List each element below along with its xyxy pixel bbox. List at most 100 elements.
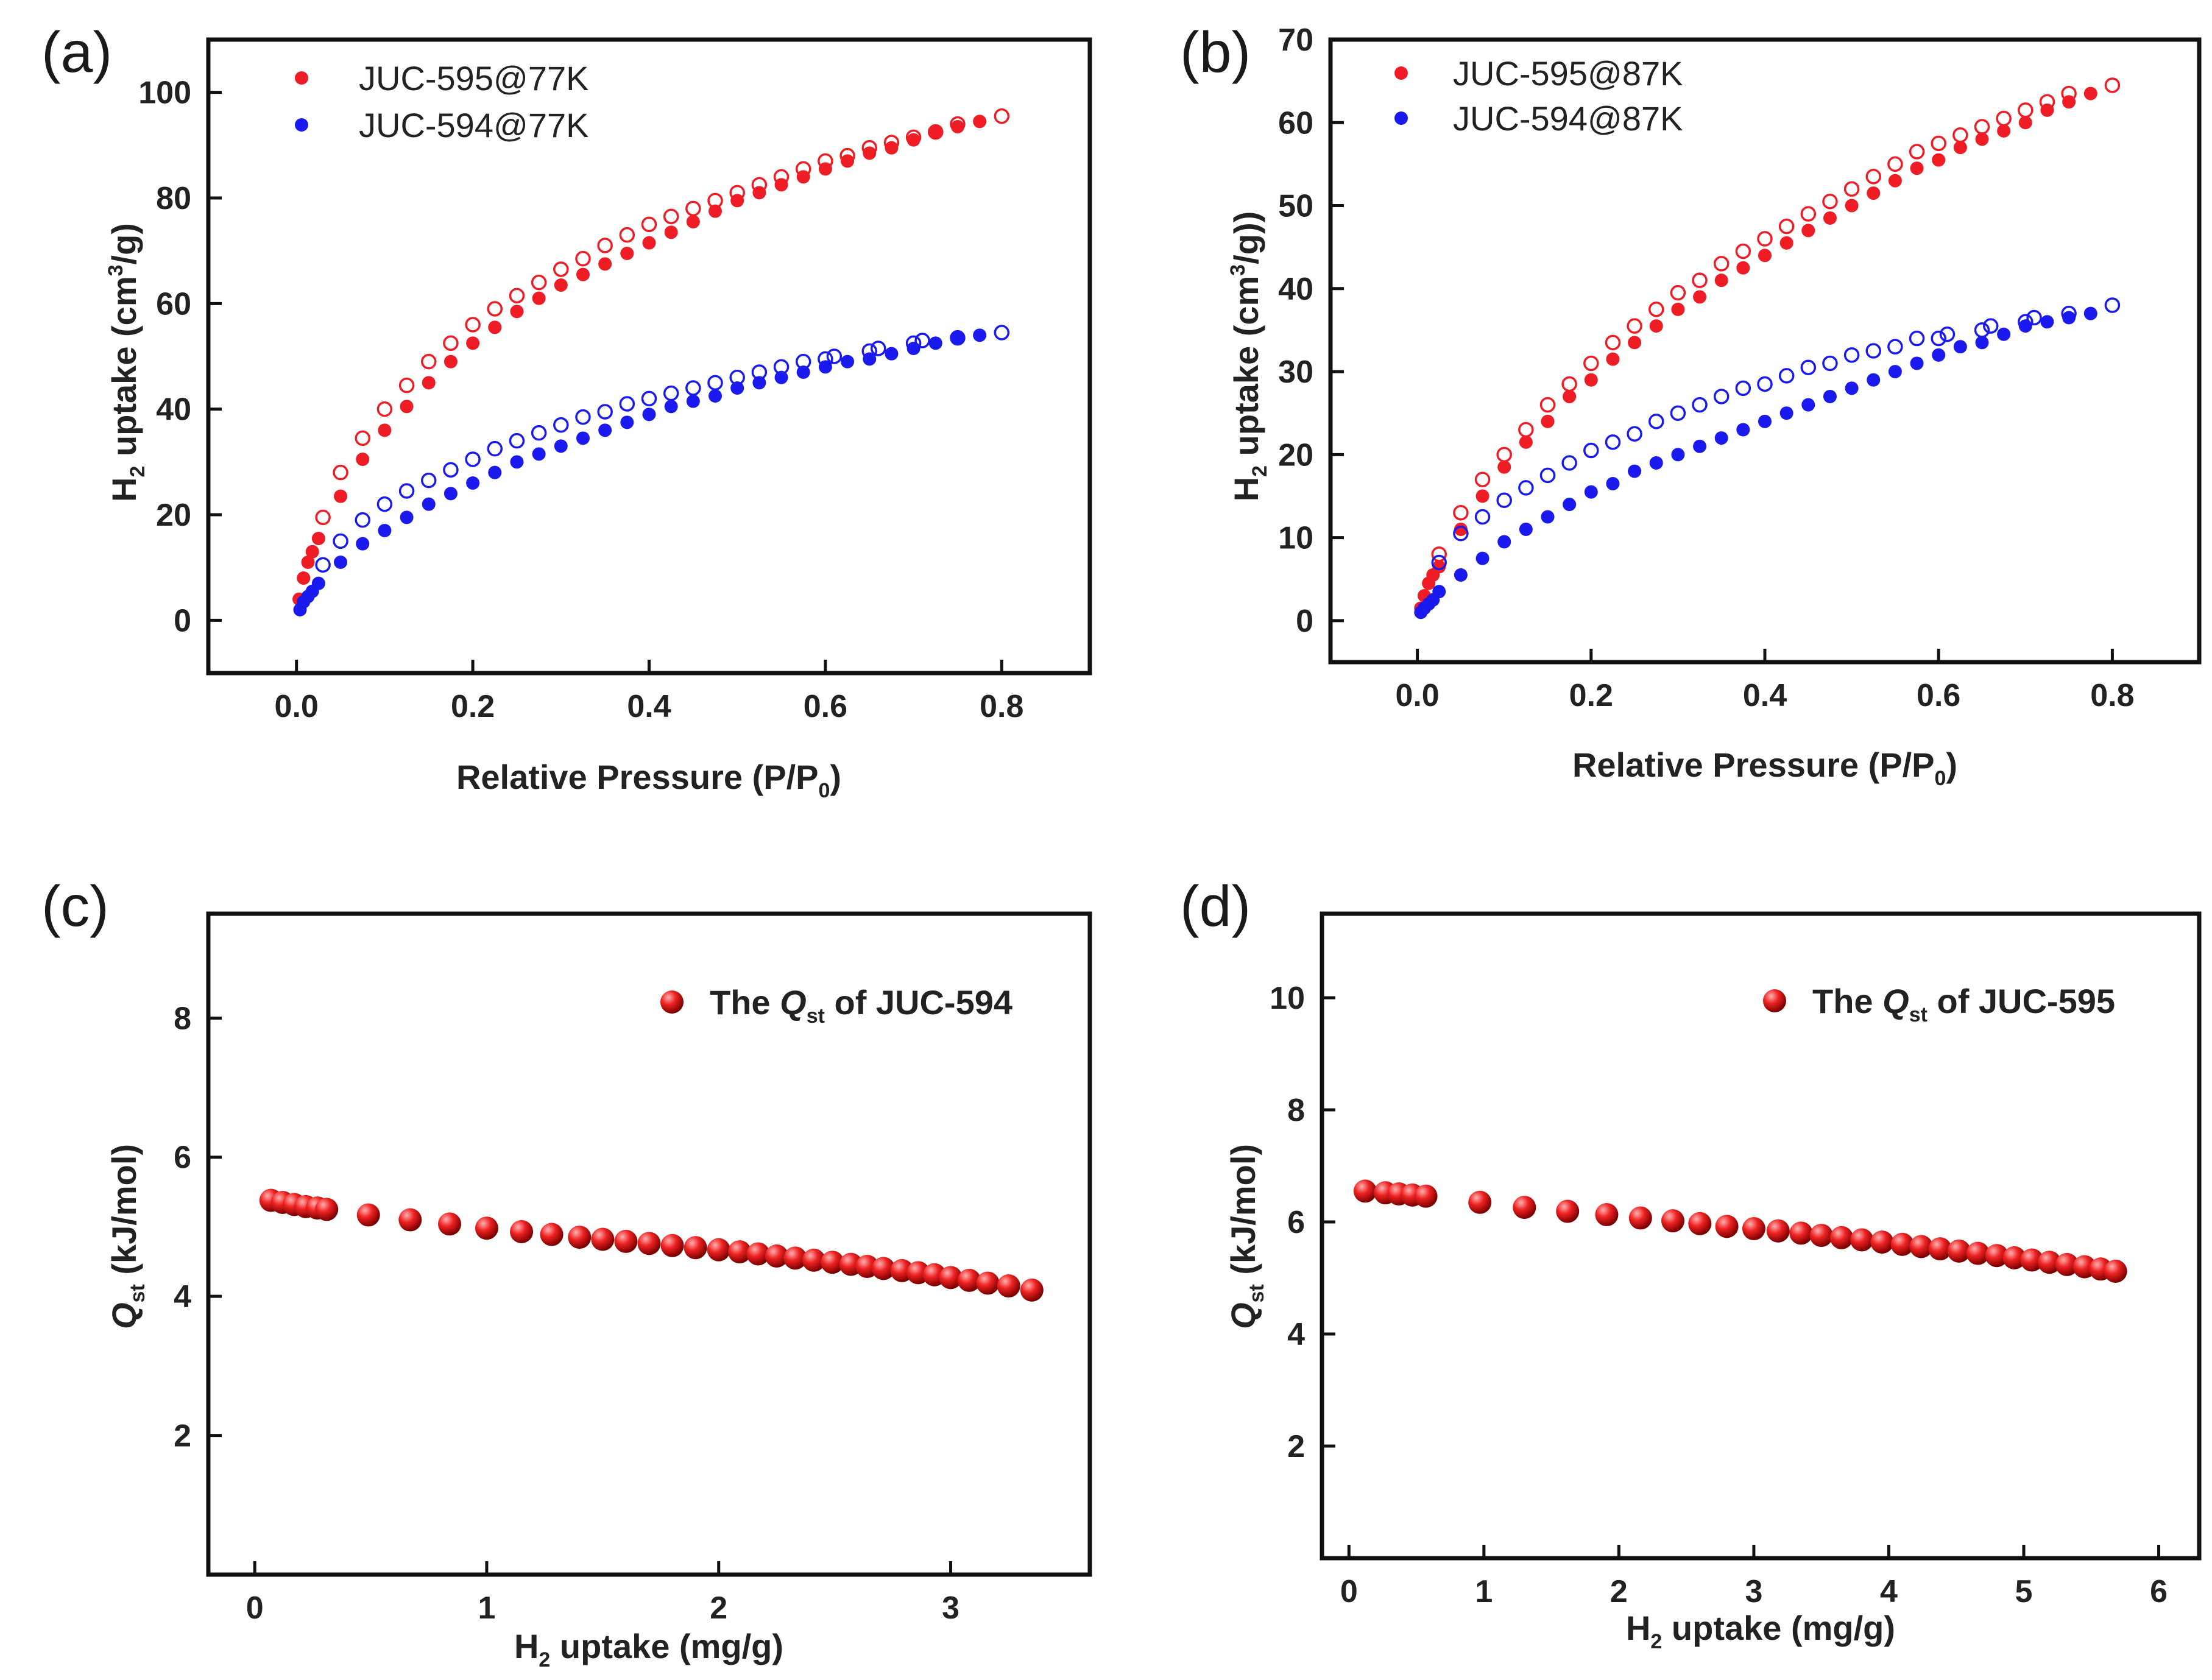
data-point-b-s1-26 [1996,110,2012,127]
data-point-a-s2-32 [928,336,942,350]
data-point-a-s2-23 [730,381,744,395]
data-point-a-s0-11 [466,336,480,350]
chart-panel-c: 0 1 2 3 2 4 6 8 H2 uptake (mg/g) Qst (kJ/mol) T… [105,911,1092,1671]
data-point-a-s0-30 [885,141,899,155]
data-point-c-s0-35 [1020,1278,1044,1302]
data-point-b-s2-17 [1714,431,1728,445]
data-point-a-s0-29 [863,146,877,160]
data-point-c-s0-12 [568,1226,592,1249]
data-point-a-s1-14 [619,227,635,243]
legend-marker-juc-595-87k [1394,66,1408,80]
data-point-b-s3-20 [1865,343,1881,359]
legend-label-qst-juc-594: The Qst of JUC-594 [710,983,1012,1028]
data-point-b-s0-25 [1888,174,1902,188]
data-point-b-s2-13 [1628,464,1642,478]
data-point-b-s0-12 [1606,352,1620,366]
data-point-a-s1-1 [333,464,348,481]
data-point-a-s2-26 [796,365,810,379]
data-point-d-s0-17 [1829,1226,1853,1249]
data-point-a-s2-19 [642,408,656,422]
data-point-d-s0-7 [1556,1199,1580,1223]
data-point-d-s0-20 [1890,1232,1914,1256]
data-point-a-s2-8 [400,510,414,524]
data-point-b-s2-7 [1497,535,1511,549]
axes-frame-a [206,37,1092,676]
data-point-c-s0-13 [591,1227,615,1251]
y-tick-label-d-3: 8 [1287,1093,1305,1128]
data-point-d-s0-32 [2104,1259,2127,1283]
data-point-a-s0-21 [686,215,700,228]
data-point-c-s0-22 [783,1246,807,1270]
x-axis-label-b: Relative Pressure (P/P0) [1572,746,1957,790]
data-point-b-s0-29 [1975,132,1989,146]
data-point-a-s1-12 [575,250,591,267]
data-point-b-s0-10 [1563,389,1577,403]
data-point-b-s1-8 [1605,334,1621,351]
x-tick-label-b-1: 0.2 [1569,678,1613,713]
x-tick-label-c-1: 1 [478,1590,495,1626]
data-point-b-s3-18 [1822,355,1838,372]
data-point-b-s0-34 [2083,86,2097,101]
data-point-a-s0-14 [532,291,546,305]
panel-label-a: (a) [41,20,112,85]
data-point-d-s0-19 [1870,1230,1894,1254]
data-point-a-s0-10 [443,355,458,369]
data-point-a-s0-2 [301,556,315,569]
data-point-a-s3-15 [641,390,657,407]
legend-label-juc-595-87k: JUC-595@87K [1453,54,1683,93]
data-point-d-s0-16 [1809,1224,1833,1248]
data-point-d-s0-29 [2055,1252,2079,1276]
x-tick-label-d-6: 6 [2150,1574,2168,1609]
data-point-b-s3-4 [1518,480,1534,496]
data-point-a-s3-26 [870,341,886,356]
data-point-c-s0-10 [510,1219,534,1243]
y-tick-label-b-1: 10 [1278,521,1313,556]
data-point-a-s3-29 [950,330,966,346]
data-point-b-s1-18 [1822,193,1838,210]
data-point-a-s3-21 [773,359,790,375]
data-point-b-s3-17 [1800,359,1817,376]
data-point-b-s3-2 [1474,509,1491,525]
data-point-a-s0-3 [305,545,319,559]
data-point-b-s3-22 [1909,330,1925,347]
data-point-b-s2-21 [1801,398,1815,412]
data-point-b-s0-16 [1693,290,1707,304]
data-point-b-s3-16 [1778,368,1795,384]
legend-marker-juc-594-77k [295,118,308,132]
data-point-d-s0-27 [2020,1248,2044,1272]
data-point-b-s1-0 [1431,546,1447,562]
data-point-d-s0-24 [1966,1241,1990,1265]
legend-marker-juc-595-77k [295,71,308,85]
data-point-a-s2-15 [554,439,568,453]
data-point-b-s0-27 [1932,153,1946,167]
data-point-a-s1-22 [795,161,811,177]
data-point-b-s0-31 [2018,116,2032,130]
data-point-a-s3-8 [487,440,503,457]
data-point-b-s2-10 [1563,498,1577,512]
data-point-a-s1-0 [315,509,331,526]
data-point-d-s0-9 [1628,1206,1652,1230]
data-point-d-s0-23 [1947,1239,1971,1263]
data-point-b-s1-2 [1474,471,1491,487]
legend-label-juc-594-87k: JUC-594@87K [1453,99,1683,138]
data-point-b-s1-17 [1800,206,1817,222]
data-point-a-s0-20 [664,225,678,239]
legend-label-qst-juc-595: The Qst of JUC-595 [1812,982,2115,1026]
data-point-b-s2-18 [1736,423,1750,437]
x-tick-label-d-4: 4 [1880,1574,1898,1609]
data-point-b-s2-34 [2083,306,2097,320]
data-point-a-s1-6 [443,335,459,351]
data-point-a-s3-23 [818,351,833,367]
data-point-a-s3-13 [597,404,613,420]
y-tick-label-c-1: 4 [174,1279,191,1315]
data-point-a-s1-4 [398,377,415,394]
data-point-a-s3-6 [443,462,459,478]
data-point-a-s1-29 [950,116,966,132]
data-point-b-s3-8 [1605,434,1621,450]
data-point-d-s0-15 [1789,1221,1813,1245]
y-tick-label-b-7: 70 [1278,23,1313,58]
data-point-d-s0-13 [1742,1217,1765,1241]
data-point-a-s3-22 [795,353,811,370]
data-point-a-s0-13 [510,305,524,319]
